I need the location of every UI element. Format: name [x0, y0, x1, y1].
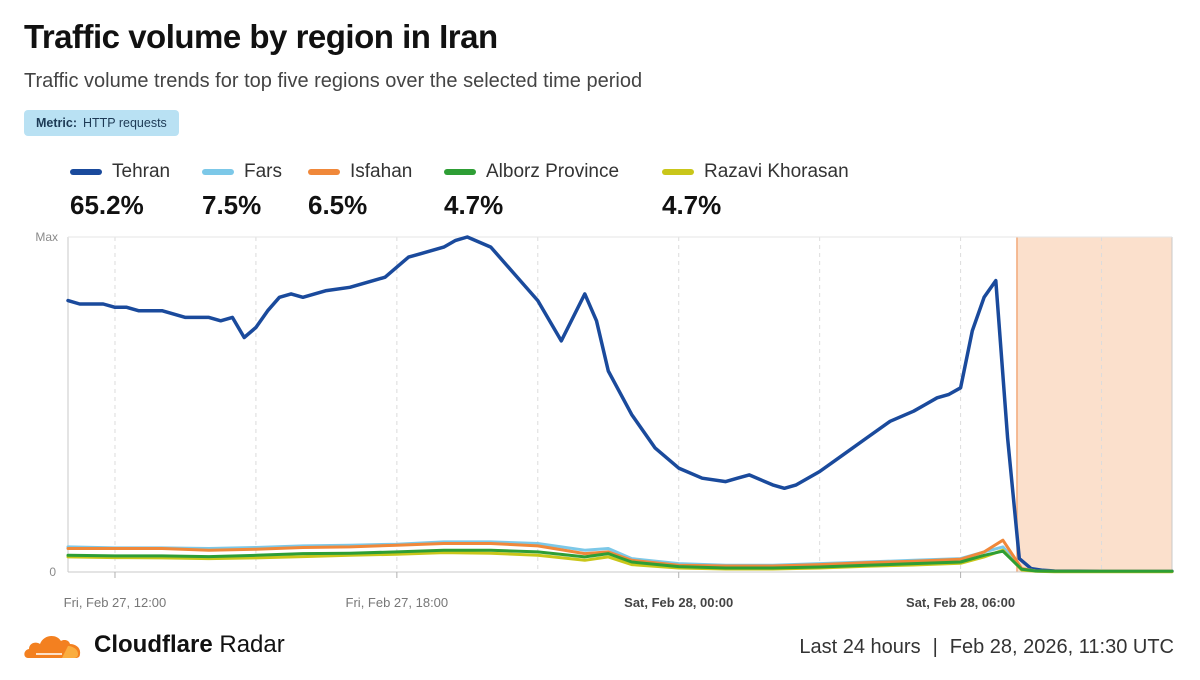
y-tick-label: Max: [35, 230, 58, 244]
legend-percentage: 4.7%: [444, 190, 504, 220]
metric-key: Metric:: [36, 116, 77, 130]
cloudflare-cloud-icon: [24, 635, 81, 658]
timestamp: Feb 28, 2026, 11:30 UTC: [949, 636, 1174, 658]
x-tick-label: Fri, Feb 27, 12:00: [64, 595, 167, 610]
brand-name-bold: Cloudflare: [94, 631, 213, 658]
cloudflare-radar-logo[interactable]: Cloudflare Radar: [22, 628, 285, 662]
metric-badge[interactable]: Metric: HTTP requests: [24, 110, 179, 136]
series-line-tehran: [66, 235, 1174, 574]
page-subtitle: Traffic volume trends for top five regio…: [24, 70, 643, 92]
legend-percentage: 7.5%: [202, 190, 262, 220]
chart-legend: Tehran 65.2% Fars 7.5% Isfahan 6.5% Albo…: [0, 160, 1200, 230]
legend-label: Razavi Khorasan: [704, 161, 849, 182]
metric-value: HTTP requests: [82, 116, 167, 130]
line-chart: Max 0 Fri, Feb 27, 12:00 Fri, Feb 27, 18:00…: [35, 230, 1174, 610]
page-title: Traffic volume by region in Iran: [24, 18, 498, 55]
legend-swatch-fars: [202, 169, 234, 175]
legend-swatch-razavi: [662, 169, 694, 175]
x-tick-label: Fri, Feb 27, 18:00: [346, 595, 449, 610]
x-tick-label: Sat, Feb 28, 06:00: [906, 595, 1015, 610]
legend-item-fars[interactable]: Fars 7.5%: [202, 160, 282, 221]
legend-item-tehran[interactable]: Tehran 65.2%: [70, 160, 170, 221]
legend-swatch-tehran: [70, 169, 102, 175]
legend-percentage: 65.2%: [70, 190, 144, 220]
legend-swatch-alborz: [444, 169, 476, 175]
time-range-label: Last 24 hours: [799, 636, 921, 658]
legend-label: Isfahan: [350, 161, 413, 182]
brand-name-rest: Radar: [219, 631, 285, 658]
legend-label: Fars: [244, 161, 282, 182]
legend-label: Tehran: [112, 161, 171, 182]
legend-label: Alborz Province: [486, 161, 620, 182]
legend-item-isfahan[interactable]: Isfahan 6.5%: [308, 160, 412, 221]
brand-name: Cloudflare Radar: [94, 631, 285, 659]
separator: |: [932, 636, 938, 658]
legend-percentage: 6.5%: [308, 190, 368, 220]
legend-item-alborz[interactable]: Alborz Province 4.7%: [444, 160, 619, 221]
highlight-band: [1016, 237, 1172, 572]
series-line-alborz-province: [66, 548, 1174, 573]
legend-item-razavi-khorasan[interactable]: Razavi Khorasan 4.7%: [662, 160, 849, 221]
x-tick-label: Sat, Feb 28, 00:00: [624, 595, 733, 610]
legend-percentage: 4.7%: [662, 190, 722, 220]
legend-swatch-isfahan: [308, 169, 340, 175]
y-tick-label: 0: [49, 565, 56, 579]
time-range-info: Last 24 hours | Feb 28, 2026, 11:30 UTC: [799, 636, 1174, 659]
